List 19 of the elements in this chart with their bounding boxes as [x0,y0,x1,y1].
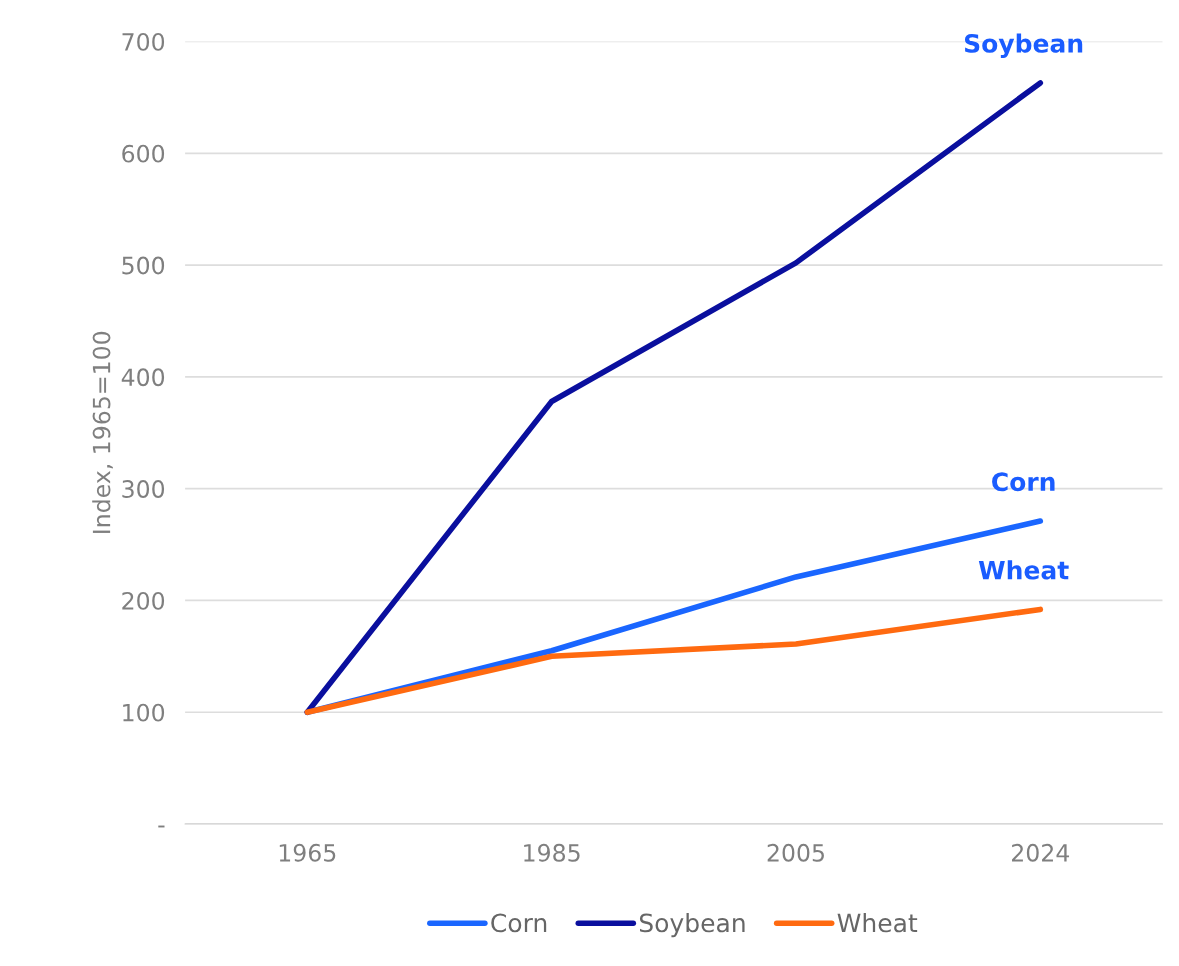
annotation: Soybean [964,33,1083,58]
y-tick-label: - [158,825,165,828]
y-tick-label: 700 [122,32,165,51]
annotation: Wheat [978,560,1069,580]
y-tick-label: 200 [122,591,165,610]
y-tick-label: 600 [122,144,165,163]
annotation: Corn [992,472,1055,492]
y-tick-label: 100 [123,703,165,722]
y-tick-label: 400 [121,368,165,387]
x-tick-label: 1985 [524,843,580,862]
y-tick-label: 300 [122,480,165,498]
x-tick-label: 1965 [279,843,336,862]
x-tick-label: 2005 [767,843,824,862]
legend-label: Soybean [639,913,745,938]
y-axis-title: Index, 1965=100 [92,331,113,533]
legend-label: Wheat [837,913,918,933]
x-tick-label: 2024 [1012,843,1070,862]
legend-label: Corn [491,913,547,933]
y-tick-label: 500 [122,256,165,275]
